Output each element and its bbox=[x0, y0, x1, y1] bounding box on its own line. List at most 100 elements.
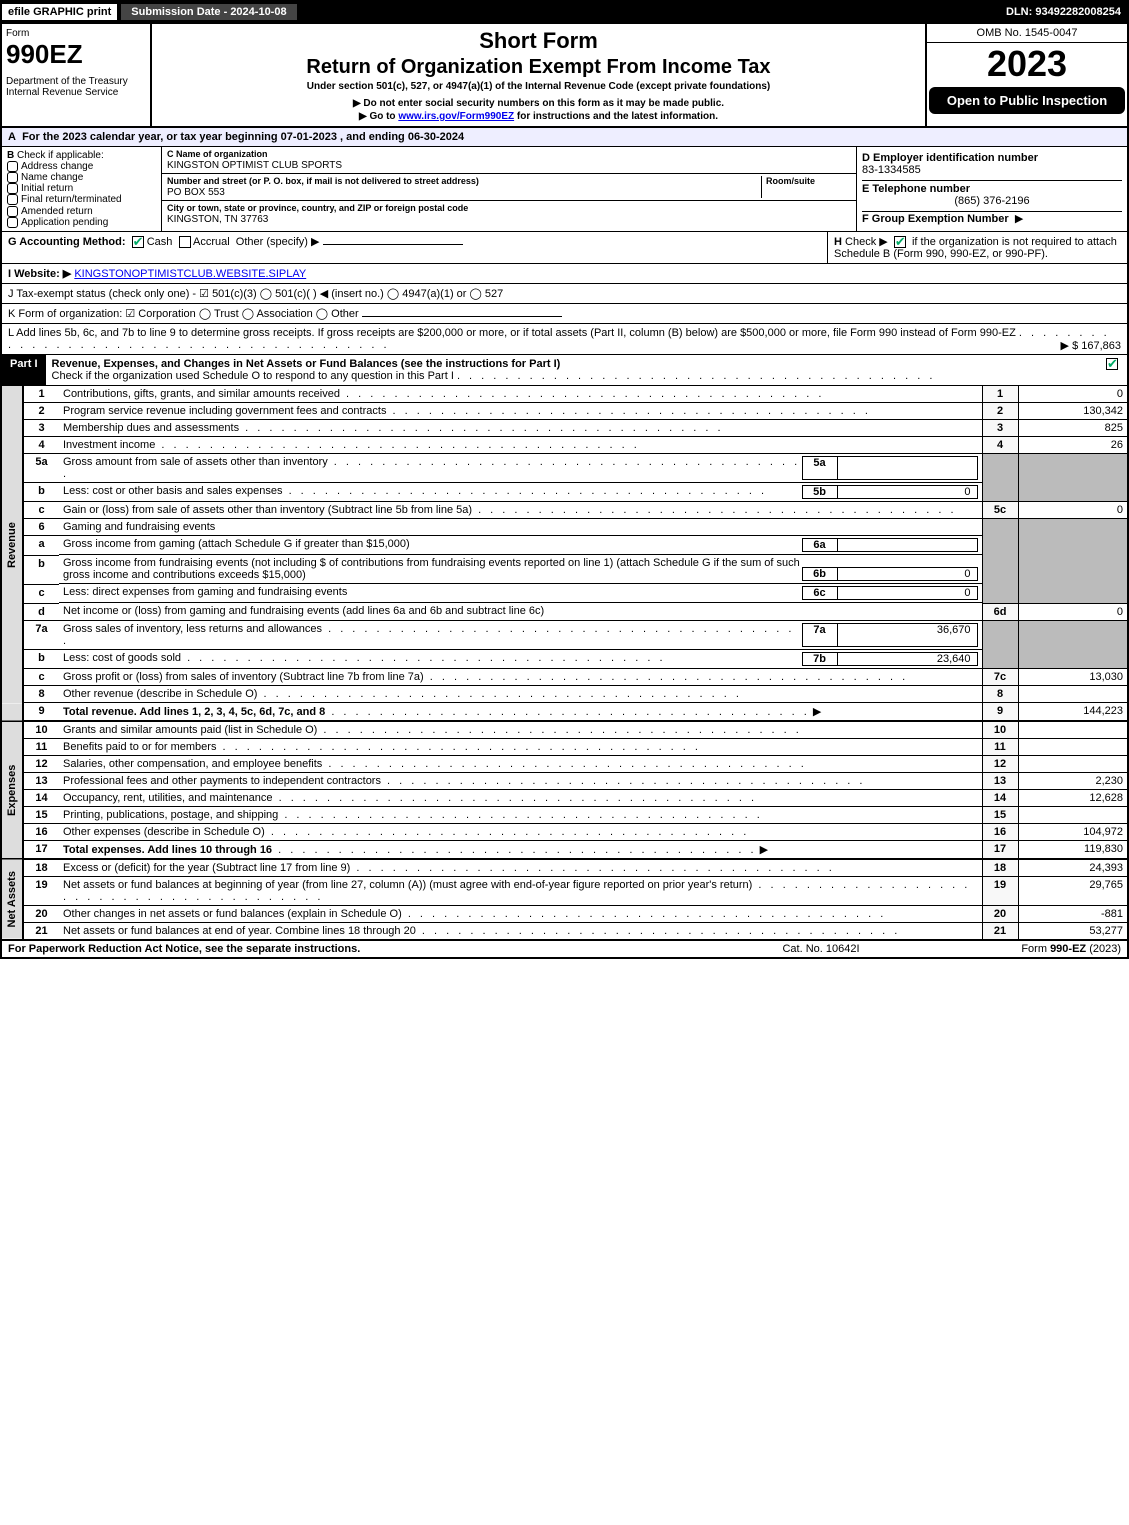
submission-date: Submission Date - 2024-10-08 bbox=[119, 2, 298, 22]
l15-desc: Printing, publications, postage, and shi… bbox=[63, 809, 278, 821]
b-opt-2: Initial return bbox=[21, 183, 73, 194]
dept-label: Department of the Treasury Internal Reve… bbox=[6, 76, 146, 98]
l5a-desc: Gross amount from sale of assets other t… bbox=[63, 456, 328, 468]
h-check-label: Check ▶ bbox=[845, 236, 888, 248]
table-row: 12Salaries, other compensation, and empl… bbox=[1, 756, 1128, 773]
l8-desc: Other revenue (describe in Schedule O) bbox=[63, 688, 257, 700]
line-g-h: G Accounting Method: Cash Accrual Other … bbox=[0, 232, 1129, 264]
checkbox-amended-return[interactable] bbox=[7, 206, 18, 217]
l6-desc: Gaming and fundraising events bbox=[59, 519, 982, 536]
g-other: Other (specify) ▶ bbox=[236, 236, 320, 248]
l6c-desc: Less: direct expenses from gaming and fu… bbox=[63, 586, 347, 598]
l5b-sv: 0 bbox=[838, 485, 978, 499]
b-label: Check if applicable: bbox=[17, 150, 104, 161]
checkbox-address-change[interactable] bbox=[7, 161, 18, 172]
table-row: 20Other changes in net assets or fund ba… bbox=[1, 906, 1128, 923]
l6d-desc: Net income or (loss) from gaming and fun… bbox=[63, 605, 544, 617]
footer-left: For Paperwork Reduction Act Notice, see … bbox=[8, 943, 721, 955]
checkbox-h[interactable] bbox=[894, 236, 906, 248]
l18-desc: Excess or (deficit) for the year (Subtra… bbox=[63, 862, 350, 874]
l12-val bbox=[1018, 756, 1128, 773]
l3-val: 825 bbox=[1018, 419, 1128, 436]
irs-link-visible[interactable]: www.irs.gov/Form990EZ bbox=[398, 111, 514, 122]
checkbox-final-return[interactable] bbox=[7, 194, 18, 205]
l13-val: 2,230 bbox=[1018, 773, 1128, 790]
short-form-title: Short Form bbox=[156, 28, 921, 54]
b-opt-3: Final return/terminated bbox=[21, 195, 122, 206]
form-number: 990EZ bbox=[6, 39, 146, 70]
l5b-desc: Less: cost or other basis and sales expe… bbox=[63, 485, 283, 497]
l9-val: 144,223 bbox=[1018, 703, 1128, 722]
table-row: 5aGross amount from sale of assets other… bbox=[1, 453, 1128, 483]
note-ssn: Do not enter social security numbers on … bbox=[156, 98, 921, 109]
l7a-desc: Gross sales of inventory, less returns a… bbox=[63, 623, 322, 635]
f-arrow: ▶ bbox=[1015, 213, 1023, 225]
l-text: L Add lines 5b, 6c, and 7b to line 9 to … bbox=[8, 327, 1016, 339]
l16-val: 104,972 bbox=[1018, 824, 1128, 841]
c-room-label: Room/suite bbox=[766, 176, 815, 186]
table-row: 6Gaming and fundraising events bbox=[1, 519, 1128, 536]
top-bar: efile GRAPHIC print Submission Date - 20… bbox=[0, 0, 1129, 24]
org-city: KINGSTON, TN 37763 bbox=[167, 214, 268, 225]
ein-value: 83-1334585 bbox=[862, 164, 921, 176]
col-c: C Name of organizationKINGSTON OPTIMIST … bbox=[162, 147, 857, 231]
l7c-desc: Gross profit or (loss) from sales of inv… bbox=[63, 671, 424, 683]
part1-title: Revenue, Expenses, and Changes in Net As… bbox=[52, 358, 561, 370]
side-revenue: Revenue bbox=[1, 386, 23, 703]
l14-val: 12,628 bbox=[1018, 790, 1128, 807]
part1-label: Part I bbox=[2, 355, 46, 385]
under-section: Under section 501(c), 527, or 4947(a)(1)… bbox=[156, 81, 921, 92]
checkbox-name-change[interactable] bbox=[7, 172, 18, 183]
efile-print[interactable]: efile GRAPHIC print bbox=[0, 2, 119, 22]
l21-val: 53,277 bbox=[1018, 923, 1128, 940]
k-text: K Form of organization: ☑ Corporation ◯ … bbox=[8, 308, 359, 320]
l1-desc: Contributions, gifts, grants, and simila… bbox=[63, 388, 340, 400]
l6a-sv bbox=[838, 538, 978, 552]
form-header: Form 990EZ Department of the Treasury In… bbox=[0, 24, 1129, 128]
line-a-content: For the 2023 calendar year, or tax year … bbox=[22, 131, 464, 143]
table-row: 4Investment income426 bbox=[1, 436, 1128, 453]
l6b-sv: 0 bbox=[838, 567, 978, 581]
d-label: D Employer identification number bbox=[862, 152, 1038, 164]
footer: For Paperwork Reduction Act Notice, see … bbox=[0, 940, 1129, 959]
table-row: 2Program service revenue including gover… bbox=[1, 402, 1128, 419]
c-city-label: City or town, state or province, country… bbox=[167, 203, 468, 213]
table-row: 17Total expenses. Add lines 10 through 1… bbox=[1, 841, 1128, 860]
dln: DLN: 93492282008254 bbox=[998, 4, 1129, 20]
checkbox-application-pending[interactable] bbox=[7, 217, 18, 228]
c-street-label: Number and street (or P. O. box, if mail… bbox=[167, 176, 479, 186]
checkbox-accrual[interactable] bbox=[179, 236, 191, 248]
l17-desc: Total expenses. Add lines 10 through 16 bbox=[63, 844, 272, 856]
l7a-sv: 36,670 bbox=[838, 623, 978, 647]
entity-block: B Check if applicable: Address change Na… bbox=[0, 147, 1129, 232]
checkbox-initial-return[interactable] bbox=[7, 183, 18, 194]
phone-value: (865) 376-2196 bbox=[862, 195, 1122, 207]
website-link[interactable]: KINGSTONOPTIMISTCLUB.WEBSITE.SIPLAY bbox=[74, 268, 306, 280]
l2-desc: Program service revenue including govern… bbox=[63, 405, 386, 417]
checkbox-cash[interactable] bbox=[132, 236, 144, 248]
l12-desc: Salaries, other compensation, and employ… bbox=[63, 758, 322, 770]
table-row: bLess: cost of goods sold7b23,640 bbox=[1, 650, 1128, 669]
b-opt-0: Address change bbox=[21, 161, 93, 172]
col-d: D Employer identification number83-13345… bbox=[857, 147, 1127, 231]
table-row: bLess: cost or other basis and sales exp… bbox=[1, 483, 1128, 502]
tax-year: 2023 bbox=[927, 43, 1127, 85]
l10-desc: Grants and similar amounts paid (list in… bbox=[63, 724, 317, 736]
part1-header: Part I Revenue, Expenses, and Changes in… bbox=[0, 355, 1129, 386]
g-accrual: Accrual bbox=[193, 236, 230, 248]
l11-val bbox=[1018, 739, 1128, 756]
l10-val bbox=[1018, 721, 1128, 739]
side-netassets: Net Assets bbox=[1, 859, 23, 940]
table-row: cGain or (loss) from sale of assets othe… bbox=[1, 502, 1128, 519]
g-label: G Accounting Method: bbox=[8, 236, 126, 248]
l5c-desc: Gain or (loss) from sale of assets other… bbox=[63, 504, 472, 516]
l6d-val: 0 bbox=[1018, 603, 1128, 620]
part1-sub: Check if the organization used Schedule … bbox=[52, 370, 454, 382]
l13-desc: Professional fees and other payments to … bbox=[63, 775, 381, 787]
checkbox-part1-schedo[interactable] bbox=[1106, 358, 1118, 370]
line-a-text: A bbox=[8, 131, 22, 143]
return-title: Return of Organization Exempt From Incom… bbox=[156, 56, 921, 79]
table-row: Revenue 1Contributions, gifts, grants, a… bbox=[1, 386, 1128, 403]
table-row: cLess: direct expenses from gaming and f… bbox=[1, 584, 1128, 603]
table-row: cGross profit or (loss) from sales of in… bbox=[1, 669, 1128, 686]
